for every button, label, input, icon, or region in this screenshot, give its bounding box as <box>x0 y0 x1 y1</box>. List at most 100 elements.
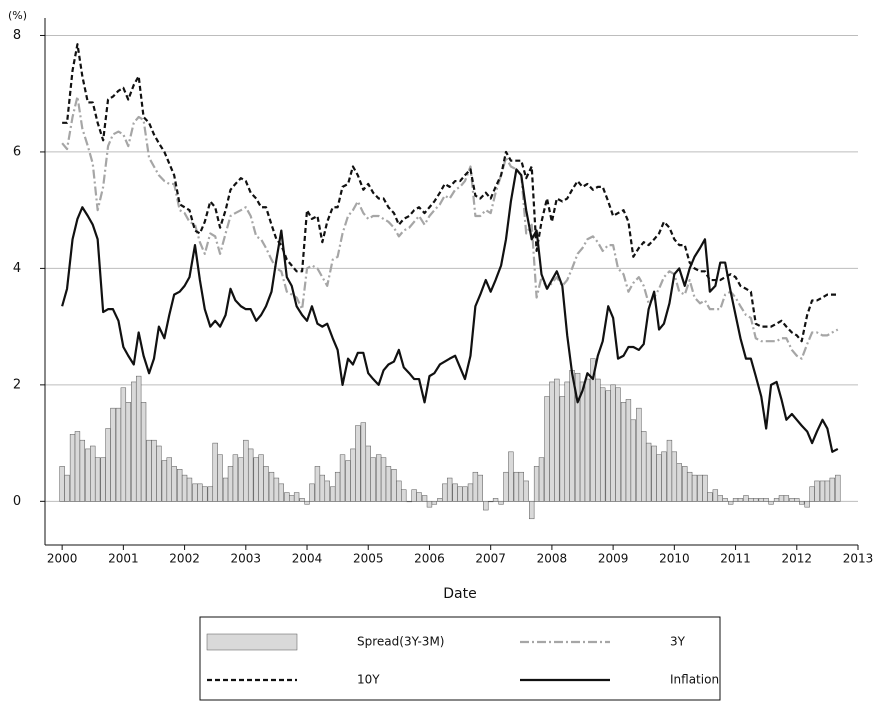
bar <box>625 399 632 502</box>
bar <box>477 474 483 502</box>
bar <box>345 460 351 502</box>
bar <box>131 381 137 502</box>
bar <box>748 498 754 502</box>
bar <box>446 477 453 502</box>
bar <box>671 451 678 502</box>
y-tick-label: 2 <box>13 377 21 392</box>
bar <box>339 454 346 502</box>
bar <box>431 501 438 505</box>
bar <box>533 466 540 502</box>
bar <box>600 387 606 502</box>
bar <box>605 390 611 502</box>
bar <box>177 469 183 502</box>
bar <box>773 498 780 502</box>
bar <box>171 466 177 502</box>
x-tick-label: 2007 <box>475 552 506 566</box>
bar <box>115 407 122 502</box>
bar <box>630 419 636 502</box>
legend-label: 10Y <box>357 673 380 687</box>
bar <box>743 495 749 502</box>
bar <box>273 477 280 502</box>
bar <box>819 480 826 502</box>
bar <box>523 480 529 502</box>
bar <box>768 501 774 505</box>
bar <box>181 474 188 502</box>
line-series <box>61 168 839 453</box>
bar <box>100 457 106 502</box>
bar <box>110 407 116 502</box>
bar <box>569 370 575 502</box>
bar <box>835 474 841 502</box>
bar <box>324 480 330 502</box>
bar <box>289 495 295 502</box>
bar <box>789 498 795 502</box>
x-tick-label: 2011 <box>720 552 751 566</box>
legend-box <box>199 616 721 701</box>
bar <box>192 483 198 502</box>
bar <box>676 463 682 502</box>
bar <box>564 381 570 502</box>
bar <box>186 477 193 502</box>
bar <box>380 457 387 502</box>
bar <box>268 471 275 502</box>
bar <box>416 492 422 502</box>
bar <box>727 501 734 505</box>
bar <box>207 486 213 502</box>
bar <box>472 471 479 502</box>
bar <box>385 466 392 502</box>
bar <box>360 422 367 502</box>
legend-label: Inflation <box>670 673 719 687</box>
y-tick-label: 4 <box>13 261 21 276</box>
bar <box>584 378 591 502</box>
bar <box>94 457 101 502</box>
bar <box>238 457 244 502</box>
bar <box>595 378 601 502</box>
y-tick-label: 8 <box>13 28 21 43</box>
bar <box>437 498 443 502</box>
bar <box>702 474 708 502</box>
bar <box>645 442 652 502</box>
x-tick-label: 2006 <box>414 552 445 566</box>
bar <box>253 457 259 502</box>
bar <box>814 480 820 502</box>
bar <box>263 466 269 502</box>
bar <box>304 501 310 505</box>
bar <box>758 498 764 502</box>
bar <box>406 501 412 503</box>
bar <box>666 439 673 502</box>
y-unit-label: (%) <box>8 9 27 22</box>
bar <box>391 469 397 502</box>
bar <box>732 498 739 502</box>
bar <box>737 498 744 502</box>
bar <box>258 454 264 502</box>
bar <box>243 439 249 502</box>
x-tick-label: 2003 <box>231 552 262 566</box>
bar <box>442 483 448 502</box>
bar <box>90 445 96 502</box>
bar <box>579 381 586 502</box>
bar <box>222 477 229 502</box>
bar <box>355 425 361 502</box>
bar <box>202 486 208 502</box>
legend-label: 3Y <box>670 635 686 649</box>
bar <box>227 466 234 502</box>
bar <box>85 448 91 502</box>
bar <box>212 442 218 502</box>
bar <box>799 501 805 505</box>
bar <box>651 445 657 502</box>
bar <box>146 439 152 502</box>
bar <box>166 457 172 502</box>
bar <box>293 492 300 502</box>
bar <box>334 471 341 502</box>
bar <box>794 498 800 502</box>
bar <box>778 495 785 502</box>
bar <box>498 501 504 505</box>
bar <box>426 501 433 508</box>
bar <box>421 495 428 502</box>
bar <box>559 396 565 502</box>
line-series <box>62 43 838 343</box>
bar <box>284 492 290 502</box>
bar <box>59 466 65 502</box>
bar <box>64 474 70 502</box>
